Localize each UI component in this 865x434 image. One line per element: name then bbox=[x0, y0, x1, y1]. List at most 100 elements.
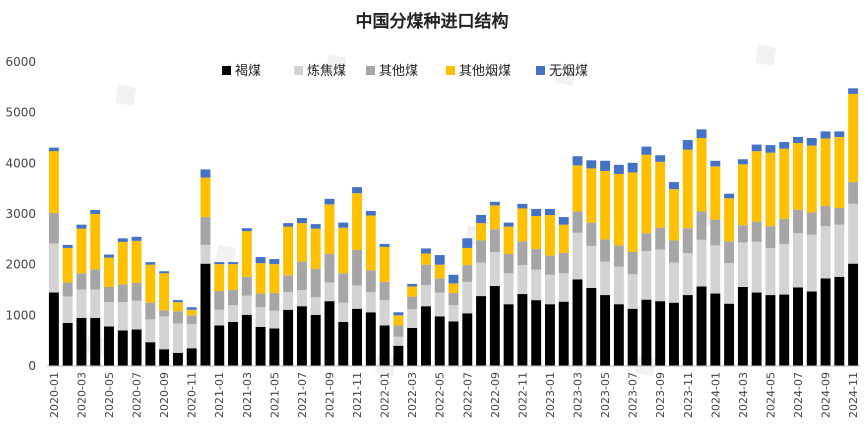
y-tick-label: 0 bbox=[28, 359, 36, 373]
bar-segment bbox=[586, 222, 597, 246]
bar-stack bbox=[145, 262, 156, 366]
bar-segment bbox=[420, 264, 431, 285]
bar-segment bbox=[545, 215, 555, 256]
bar-segment bbox=[269, 259, 280, 265]
bar-segment bbox=[448, 321, 459, 366]
bar-stack bbox=[365, 210, 376, 366]
bar-segment bbox=[159, 271, 170, 274]
bar-segment bbox=[779, 148, 790, 220]
bar-segment bbox=[255, 257, 266, 264]
x-tick-label: 2024-11 bbox=[847, 372, 860, 418]
bar-segment bbox=[724, 263, 735, 304]
bar-stack bbox=[779, 142, 790, 366]
bar-stack bbox=[503, 222, 514, 366]
y-tick-label: 3000 bbox=[5, 207, 36, 221]
bar-segment bbox=[779, 294, 790, 366]
bar-segment bbox=[710, 293, 721, 366]
bar-segment bbox=[365, 270, 376, 293]
bar-segment bbox=[531, 216, 542, 249]
bar-stack bbox=[613, 164, 624, 366]
bar-stack bbox=[476, 215, 487, 366]
bar-segment bbox=[296, 290, 307, 307]
bar-segment bbox=[820, 131, 831, 139]
bar-segment bbox=[820, 205, 831, 227]
bar-segment bbox=[489, 285, 500, 366]
bar-segment bbox=[269, 264, 280, 294]
bar-segment bbox=[104, 326, 114, 366]
bar-segment bbox=[600, 295, 611, 366]
x-tick-label: 2021-03 bbox=[241, 372, 254, 418]
bar-segment bbox=[228, 290, 238, 306]
bar-segment bbox=[283, 275, 294, 293]
legend-item: 炼焦煤 bbox=[294, 64, 346, 79]
bar-segment bbox=[131, 236, 142, 241]
bar-segment bbox=[104, 257, 114, 287]
bar-segment bbox=[228, 305, 238, 322]
bar-stack bbox=[76, 224, 87, 366]
bar-segment bbox=[200, 263, 211, 366]
bar-segment bbox=[724, 241, 735, 264]
legend-item: 无烟煤 bbox=[536, 64, 588, 79]
x-tick-label: 2020-03 bbox=[75, 372, 88, 418]
bar-segment bbox=[338, 321, 349, 366]
bar-segment bbox=[104, 286, 114, 303]
bar-stack bbox=[255, 257, 266, 366]
bar-segment bbox=[365, 210, 376, 216]
bar-segment bbox=[62, 282, 73, 297]
bar-segment bbox=[558, 301, 569, 366]
chart-title: 中国分煤种进口结构 bbox=[356, 11, 509, 32]
bar-segment bbox=[545, 255, 555, 275]
bar-stack bbox=[48, 147, 59, 366]
bar-segment bbox=[600, 261, 611, 296]
bar-segment bbox=[613, 266, 624, 305]
bar-segment bbox=[834, 276, 845, 366]
bar-segment bbox=[793, 143, 803, 210]
bar-segment bbox=[834, 224, 845, 277]
bar-stack bbox=[131, 236, 142, 366]
bar-segment bbox=[48, 151, 59, 213]
bar-segment bbox=[393, 315, 404, 326]
bar-segment bbox=[793, 287, 803, 366]
bar-segment bbox=[558, 217, 569, 225]
bar-segment bbox=[751, 151, 762, 222]
y-tick-label: 2000 bbox=[5, 258, 36, 272]
bar-segment bbox=[186, 309, 197, 316]
bar-stack bbox=[517, 203, 528, 366]
bar-segment bbox=[407, 328, 418, 366]
legend-item: 褐煤 bbox=[222, 64, 261, 79]
watermark-glyph: ◆ bbox=[742, 29, 787, 77]
bar-segment bbox=[434, 264, 445, 279]
bar-segment bbox=[655, 227, 666, 250]
bar-segment bbox=[310, 314, 321, 366]
bar-segment bbox=[241, 276, 252, 296]
legend-label: 其他煤 bbox=[379, 64, 418, 79]
bar-segment bbox=[448, 305, 459, 322]
x-tick-label: 2023-11 bbox=[682, 372, 695, 418]
bar-segment bbox=[48, 292, 59, 366]
bar-segment bbox=[255, 307, 266, 327]
bar-segment bbox=[62, 296, 73, 323]
legend-swatch bbox=[222, 66, 231, 75]
bar-stack bbox=[104, 254, 114, 366]
bar-segment bbox=[310, 228, 321, 269]
bar-stack bbox=[834, 131, 845, 366]
bar-segment bbox=[145, 342, 156, 366]
bar-stack bbox=[558, 217, 569, 366]
bar-stack bbox=[806, 138, 817, 366]
bar-segment bbox=[724, 303, 735, 366]
legend-swatch bbox=[536, 66, 545, 75]
bar-segment bbox=[131, 240, 142, 283]
bar-segment bbox=[352, 285, 362, 309]
bar-segment bbox=[503, 273, 514, 305]
bar-segment bbox=[613, 173, 624, 246]
bar-segment bbox=[531, 300, 542, 366]
bar-segment bbox=[820, 138, 831, 206]
bar-segment bbox=[806, 234, 817, 292]
bar-segment bbox=[848, 263, 859, 366]
bar-segment bbox=[586, 168, 597, 223]
bar-segment bbox=[338, 302, 349, 322]
bar-segment bbox=[820, 278, 831, 366]
bar-segment bbox=[76, 273, 87, 290]
bar-segment bbox=[145, 262, 156, 265]
bar-segment bbox=[848, 93, 859, 183]
